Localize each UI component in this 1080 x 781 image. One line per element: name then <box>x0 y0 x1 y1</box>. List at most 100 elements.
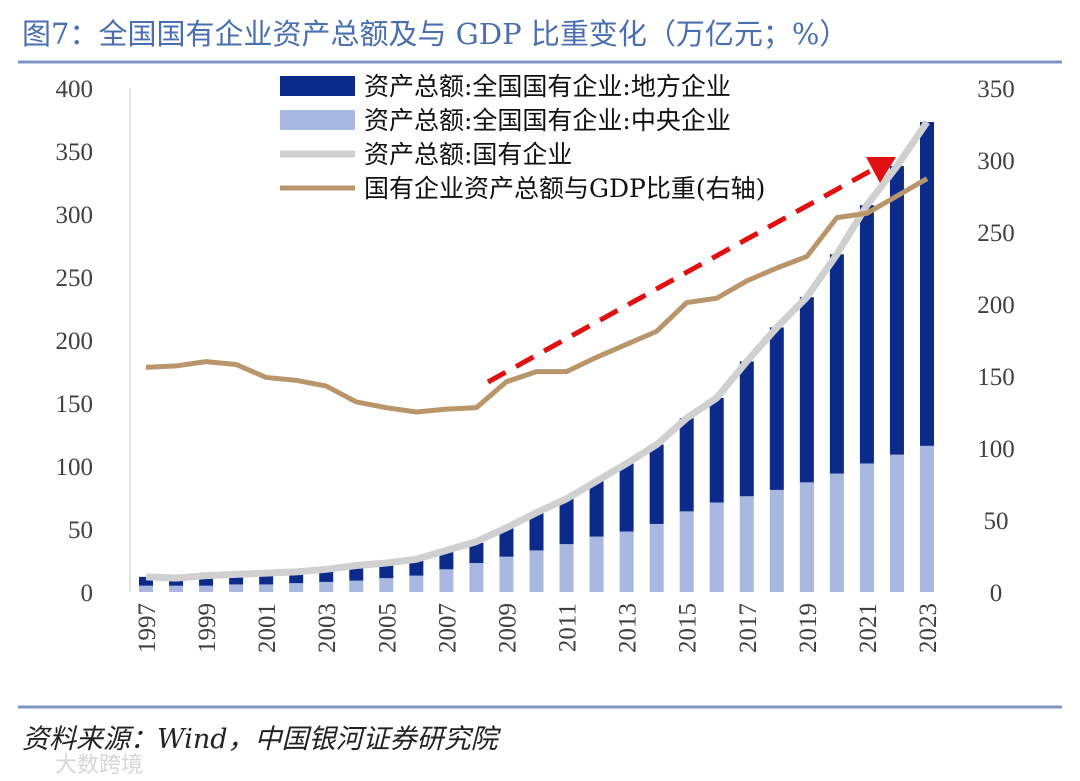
legend-label: 资产总额:全国国有企业:地方企业 <box>364 72 731 101</box>
bar-local-2002 <box>289 573 304 584</box>
bar-local-2020 <box>829 254 844 474</box>
source-note: 资料来源：Wind，中国银河证券研究院 <box>22 724 502 755</box>
bar-local-1997 <box>139 576 153 586</box>
legend-swatch <box>280 76 355 96</box>
bars <box>139 122 934 592</box>
right-tick-label: 150 <box>977 364 1015 391</box>
bar-central-2023 <box>920 445 934 592</box>
bar-local-2006 <box>409 560 424 576</box>
x-tick-label: 2005 <box>374 603 401 653</box>
x-tick-label: 2003 <box>314 603 341 653</box>
bar-central-2014 <box>649 523 664 592</box>
legend-label: 国有企业资产总额与GDP比重(右轴) <box>364 174 765 203</box>
bar-central-2019 <box>799 482 814 592</box>
bar-central-2012 <box>589 536 604 592</box>
x-tick-label: 2019 <box>795 603 822 653</box>
bar-local-2010 <box>529 512 544 551</box>
bar-central-2011 <box>559 544 574 592</box>
bar-local-2022 <box>889 166 904 455</box>
line-gdp-ratio <box>145 176 929 415</box>
left-tick-label: 350 <box>56 139 94 166</box>
bar-central-2001 <box>259 584 274 592</box>
bar-local-2017 <box>739 361 754 497</box>
left-tick-label: 300 <box>56 202 94 229</box>
bar-central-2002 <box>289 583 304 592</box>
left-axis-ticks: 0 50 100 150 200 250 300 350 400 <box>56 76 94 607</box>
bar-local-2007 <box>439 550 454 570</box>
bar-local-2019 <box>799 297 814 483</box>
x-axis-ticks: 1997 1999 2001 2003 2005 2007 2009 2011 2013 2015… <box>134 603 942 653</box>
bar-central-1997 <box>139 585 153 592</box>
bar-central-2017 <box>739 496 754 592</box>
left-tick-label: 100 <box>56 454 94 481</box>
bar-central-2008 <box>469 563 484 592</box>
x-tick-label: 2023 <box>915 603 942 653</box>
right-tick-label: 50 <box>984 508 1009 535</box>
bar-local-2001 <box>259 574 274 585</box>
right-tick-label: 0 <box>990 580 1003 607</box>
bar-central-2015 <box>679 511 694 592</box>
bar-local-2016 <box>709 397 724 503</box>
bar-central-2009 <box>499 556 514 592</box>
legend-swatch <box>280 110 355 130</box>
left-tick-label: 400 <box>56 76 94 103</box>
bar-local-2015 <box>679 418 694 512</box>
x-tick-label: 2009 <box>494 603 521 653</box>
x-tick-label: 2011 <box>555 603 582 652</box>
bar-central-2021 <box>859 463 874 592</box>
bar-central-1999 <box>199 585 214 592</box>
bar-local-2005 <box>379 564 394 579</box>
bar-local-2012 <box>589 481 604 537</box>
bar-local-2008 <box>469 542 484 564</box>
bar-local-2011 <box>559 498 574 545</box>
line-total-assets <box>145 120 930 582</box>
watermark: 大数跨境 <box>55 753 143 778</box>
left-tick-label: 250 <box>56 265 94 292</box>
right-axis-ticks: 0 50 100 150 200 250 300 350 <box>977 76 1015 607</box>
bar-central-2000 <box>229 584 244 592</box>
bar-local-1999 <box>199 576 214 586</box>
x-tick-label: 2007 <box>434 603 461 653</box>
bar-local-2004 <box>349 566 364 581</box>
bar-central-2004 <box>349 580 364 592</box>
x-tick-label: 2001 <box>254 603 281 653</box>
legend-label: 资产总额:国有企业 <box>364 140 572 169</box>
bar-local-1998 <box>169 579 184 586</box>
x-tick-label: 2015 <box>675 603 702 653</box>
bar-central-2007 <box>439 569 454 592</box>
bar-central-2013 <box>619 531 634 592</box>
x-tick-label: 1999 <box>194 603 221 653</box>
bar-local-2013 <box>619 463 634 532</box>
legend: 资产总额:全国国有企业:地方企业资产总额:全国国有企业:中央企业资产总额:国有企… <box>280 72 765 203</box>
bar-local-2018 <box>769 327 784 490</box>
bar-central-2016 <box>709 502 724 592</box>
right-tick-label: 100 <box>977 436 1015 463</box>
bar-local-2023 <box>920 122 934 446</box>
bar-local-2009 <box>499 527 514 557</box>
x-tick-label: 2013 <box>615 603 642 653</box>
right-tick-label: 250 <box>977 220 1015 247</box>
x-tick-label: 1997 <box>134 603 161 653</box>
bar-central-2018 <box>769 489 784 592</box>
bar-local-2003 <box>319 570 334 582</box>
bar-local-2000 <box>229 575 244 585</box>
bar-central-1998 <box>169 585 184 592</box>
right-tick-label: 350 <box>977 76 1015 103</box>
right-tick-label: 300 <box>977 148 1015 175</box>
left-tick-label: 150 <box>56 391 94 418</box>
left-tick-label: 50 <box>68 517 93 544</box>
bar-central-2006 <box>409 575 424 592</box>
trend-arrow <box>486 157 896 385</box>
bar-central-2020 <box>829 473 844 592</box>
bar-central-2005 <box>379 578 394 592</box>
bar-local-2021 <box>859 205 874 464</box>
right-tick-label: 200 <box>977 292 1015 319</box>
bar-central-2022 <box>889 454 904 592</box>
bar-central-2003 <box>319 581 334 592</box>
chart-title: 图7：全国国有企业资产总额及与 GDP 比重变化（万亿元；%） <box>22 17 848 51</box>
bar-central-2010 <box>529 550 544 592</box>
x-tick-label: 2021 <box>855 603 882 653</box>
legend-label: 资产总额:全国国有企业:中央企业 <box>364 106 731 135</box>
left-tick-label: 200 <box>56 328 94 355</box>
